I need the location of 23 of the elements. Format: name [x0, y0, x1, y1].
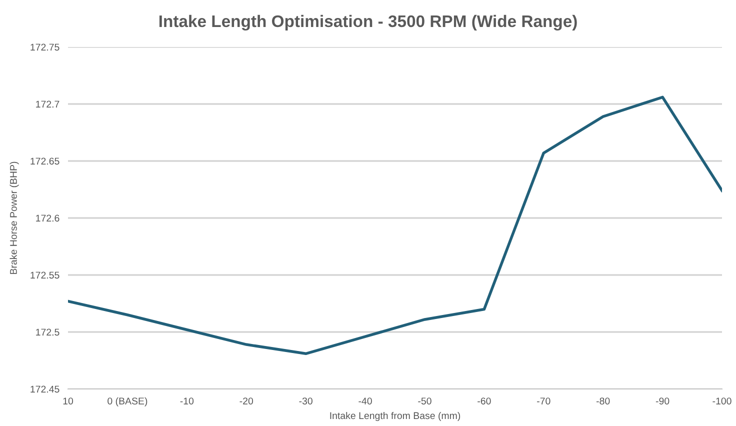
- x-tick-label: -30: [299, 398, 312, 404]
- x-tick-label: 0 (BASE): [108, 397, 148, 406]
- y-axis-title: Brake Horse Power (BHP): [10, 162, 19, 274]
- x-tick-label: -60: [478, 398, 491, 404]
- x-axis-title: Intake Length from Base (mm): [330, 412, 460, 422]
- x-tick-label: -10: [180, 398, 194, 404]
- y-tick-label: 172.75: [30, 44, 60, 51]
- x-tick-label: -50: [418, 398, 432, 404]
- x-tick-label: -80: [596, 398, 610, 404]
- x-tick-label: -70: [537, 398, 550, 404]
- x-tick-label: -100: [712, 398, 732, 404]
- y-tick-label: 172.7: [36, 100, 60, 108]
- chart-title: Intake Length Optimisation - 3500 RPM (Wide Range): [159, 14, 577, 31]
- x-tick-label: -90: [656, 398, 670, 404]
- y-tick-label: 172.55: [30, 272, 60, 279]
- x-tick-label: -20: [240, 398, 254, 404]
- y-tick-label: 172.45: [30, 386, 60, 393]
- x-tick-label: -40: [358, 398, 372, 404]
- y-tick-label: 172.65: [30, 158, 60, 165]
- x-tick-label: 10: [63, 398, 74, 404]
- y-tick-label: 172.6: [36, 214, 60, 222]
- y-tick-label: 172.5: [36, 328, 60, 336]
- line-series: [68, 96, 722, 356]
